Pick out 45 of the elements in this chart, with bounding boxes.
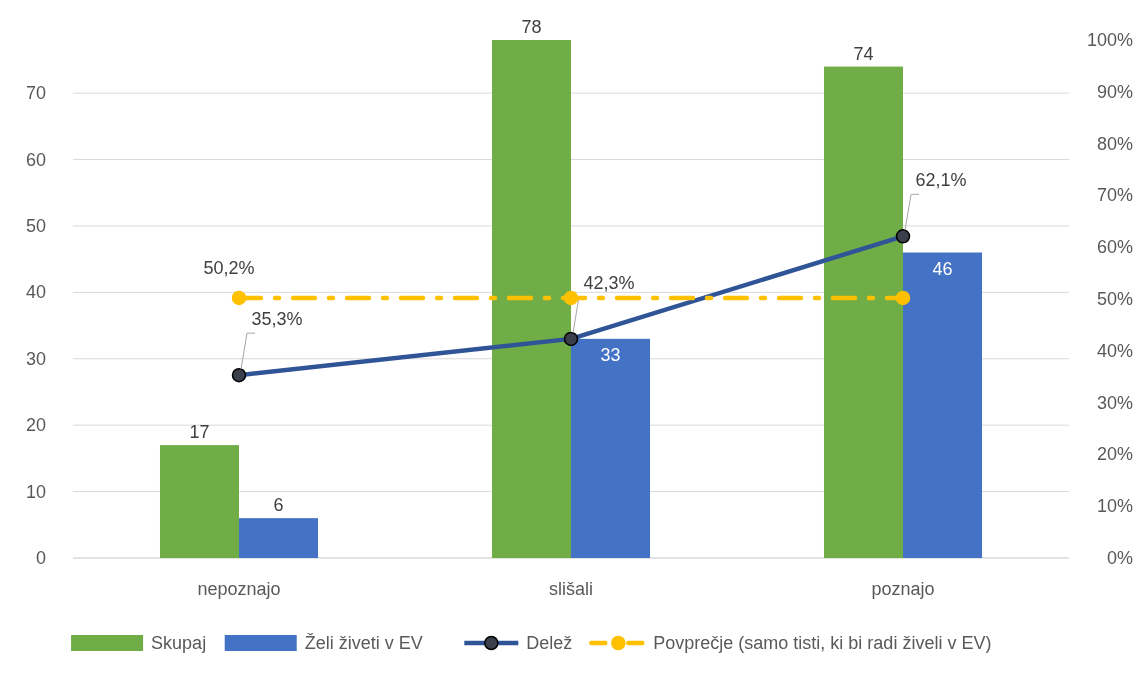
bar: [159, 445, 239, 558]
data-label: 50,2%: [203, 257, 255, 278]
y2-tick-label: 40%: [1096, 340, 1133, 361]
x-tick-label: poznajo: [871, 579, 935, 599]
data-label: 46: [932, 258, 953, 279]
y-tick-label: 0: [35, 548, 46, 568]
data-label: 17: [189, 422, 210, 443]
y-tick-label: 40: [25, 282, 46, 303]
point: [563, 290, 579, 306]
y-tick-label: 10: [25, 481, 46, 502]
point: [231, 290, 247, 306]
y2-tick-label: 90%: [1096, 81, 1133, 102]
bar: [823, 66, 903, 558]
data-label: 33: [600, 344, 621, 365]
legend-label: Povprečje (samo tisti, ki bi radi živeli v EV): [653, 633, 992, 653]
x-tick-label: slišali: [548, 579, 594, 599]
y2-tick-label: 10%: [1096, 496, 1133, 517]
data-label: 35,3%: [251, 309, 303, 330]
y-tick-label: 50: [25, 215, 46, 236]
y2-tick-label: 20%: [1096, 444, 1133, 465]
point: [895, 290, 911, 306]
data-label: 62,1%: [915, 170, 967, 191]
legend-label: Delež: [526, 633, 573, 653]
data-label: 74: [853, 43, 874, 64]
y-tick-label: 20: [25, 415, 46, 436]
legend-label: Skupaj: [151, 633, 207, 653]
y-tick-label: 60: [25, 149, 46, 170]
bar: [491, 40, 571, 558]
data-label: 6: [273, 495, 284, 516]
x-tick-label: nepoznajo: [197, 579, 281, 599]
data-label: 78: [521, 17, 542, 37]
y2-tick-label: 0%: [1106, 548, 1133, 568]
data-label: 42,3%: [583, 272, 635, 293]
legend-label: Želi živeti v EV: [304, 633, 423, 653]
y-tick-label: 70: [25, 83, 46, 104]
y-tick-label: 30: [25, 348, 46, 369]
y2-tick-label: 70%: [1096, 185, 1133, 206]
y2-tick-label: 100%: [1086, 30, 1133, 50]
y2-tick-label: 50%: [1096, 289, 1133, 309]
y2-tick-label: 80%: [1096, 133, 1133, 154]
bar: [903, 252, 983, 558]
y2-tick-label: 60%: [1096, 237, 1133, 258]
y2-tick-label: 30%: [1096, 392, 1133, 413]
bar: [239, 518, 319, 558]
bar: [571, 338, 651, 558]
